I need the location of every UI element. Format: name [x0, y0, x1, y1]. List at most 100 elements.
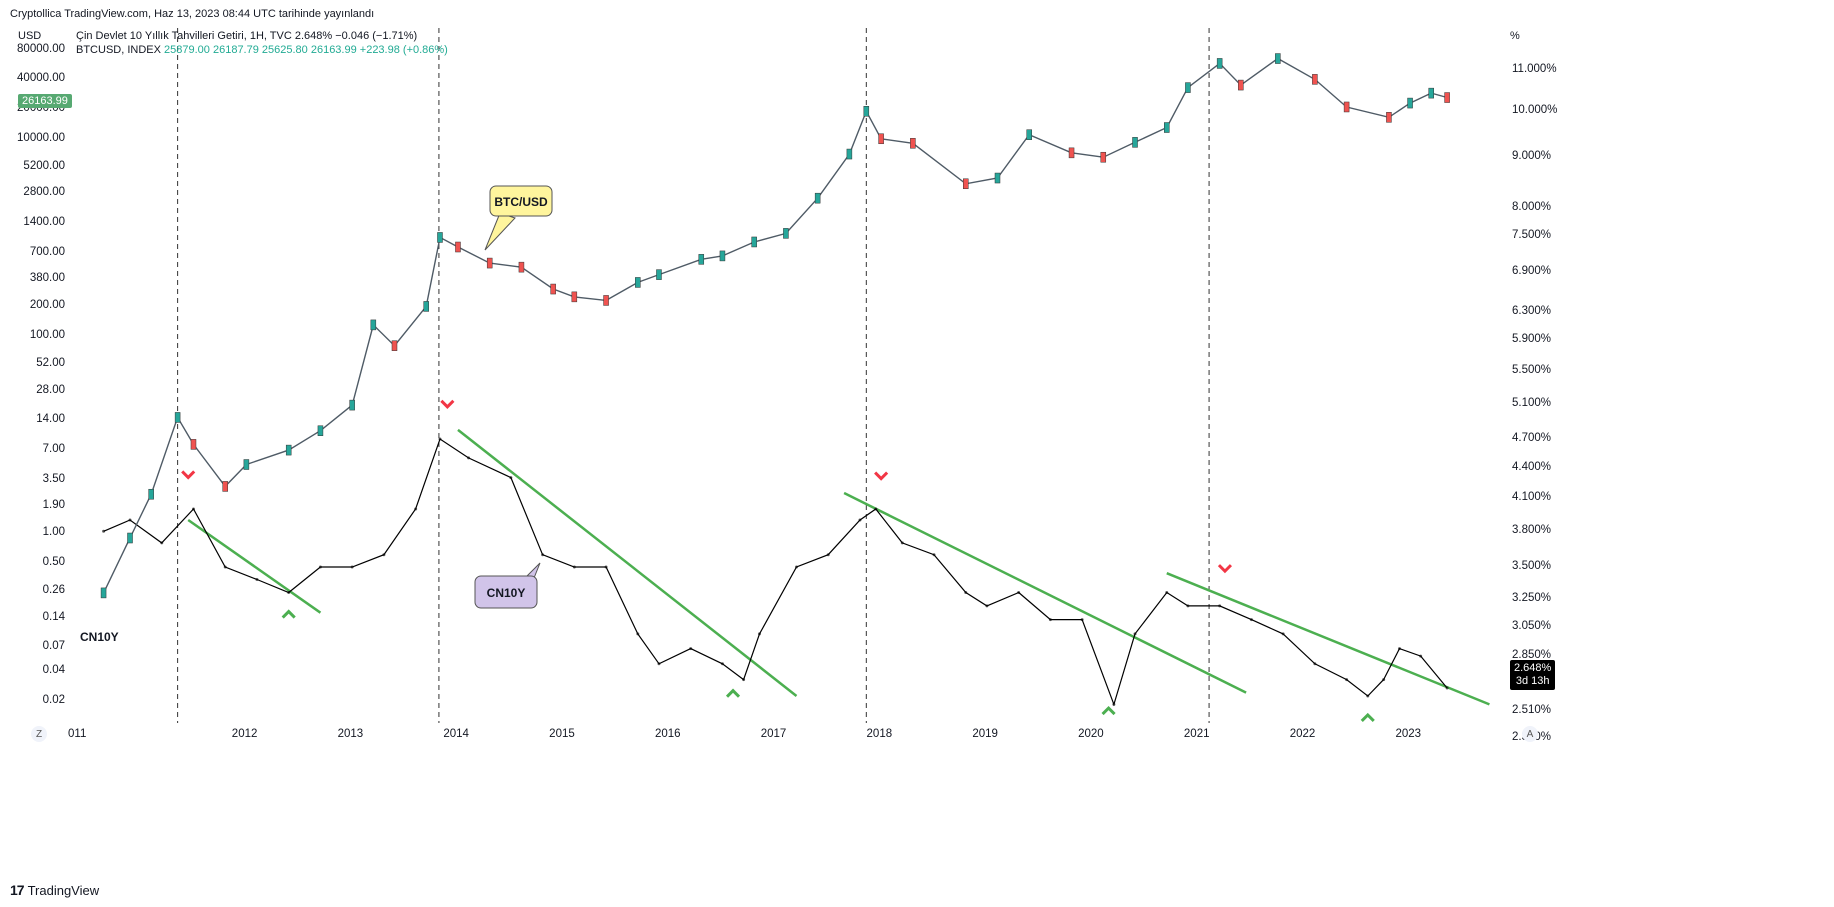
- btcusd-candle-14: [455, 241, 461, 253]
- btcusd-candle-15: [486, 257, 493, 269]
- cycle-top-chevron-0: [181, 470, 196, 480]
- chart-canvas[interactable]: BTC/USD CN10Y: [10, 28, 1826, 866]
- cn10y-callout-box[interactable]: [474, 575, 538, 609]
- last-price-tag: 26163.99: [18, 94, 72, 108]
- cn10y-point-10: [414, 507, 418, 511]
- btcusd-candle-45: [1407, 97, 1413, 109]
- right-axis-tick: 11.000%: [1512, 63, 1557, 75]
- btcusd-candle-11: [391, 340, 398, 351]
- cn10y-point-18: [657, 662, 661, 666]
- cn10y-point-6: [287, 591, 291, 595]
- btcusd-candle-43: [1343, 101, 1350, 113]
- btcusd-candle-17: [550, 283, 556, 295]
- left-axis-tick: 1.90: [42, 498, 65, 511]
- btcusd-candle-3: [174, 412, 181, 423]
- right-axis-tick: 5.900%: [1512, 333, 1552, 346]
- btcusd-candle-39: [1216, 58, 1223, 69]
- auto-scale-right-button[interactable]: A: [1522, 726, 1538, 742]
- right-axis-tick: 5.500%: [1512, 363, 1552, 376]
- cn10y-point-3: [191, 507, 195, 511]
- left-axis-tick: 7.00: [42, 443, 65, 456]
- legend-cn10y-name: Çin Devlet 10 Yıllık Tahvilleri Getiri, …: [76, 30, 292, 42]
- right-axis-tick: 3.800%: [1512, 524, 1552, 537]
- legend-cn10y-values: 2.648% −0.046 (−1.71%): [294, 30, 418, 42]
- right-axis-tick: 4.400%: [1512, 460, 1552, 473]
- cn10y-point-47: [1445, 686, 1449, 690]
- btcusd-candle-13: [437, 232, 443, 243]
- right-axis-tick: 6.900%: [1512, 265, 1552, 278]
- btcusd-candle-30: [910, 138, 916, 149]
- btcusd-candle-28: [863, 106, 870, 117]
- left-axis-tick: 0.14: [42, 610, 65, 623]
- btcusd-candle-4: [190, 439, 197, 450]
- cn10y-point-33: [1080, 618, 1084, 622]
- legend-btcusd[interactable]: BTCUSD, INDEX 25879.00 26187.79 25625.80…: [76, 44, 448, 56]
- left-axis-tick: 3.50: [42, 472, 65, 485]
- left-axis-unit: USD: [18, 30, 42, 42]
- trendline-1[interactable]: [457, 428, 798, 697]
- right-axis-tick: 3.250%: [1512, 592, 1552, 605]
- btcusd-candle-38: [1185, 82, 1191, 93]
- last-yield-value: 2.648%: [1514, 662, 1552, 674]
- legend-cn10y[interactable]: Çin Devlet 10 Yıllık Tahvilleri Getiri, …: [76, 30, 417, 42]
- cycle-top-chevron-2: [874, 471, 889, 481]
- auto-scale-left-button[interactable]: Z: [31, 726, 47, 742]
- time-axis-tick: 2015: [549, 728, 575, 740]
- trendline-0[interactable]: [187, 518, 322, 614]
- btcusd-candle-46: [1428, 87, 1434, 99]
- cn10y-point-16: [604, 565, 608, 569]
- cn10y-point-7: [318, 565, 322, 569]
- trendline-3[interactable]: [1166, 572, 1490, 706]
- right-axis-tick: 4.700%: [1512, 432, 1552, 445]
- cn10y-point-19: [689, 647, 693, 651]
- left-axis-tick: 5200.00: [23, 159, 65, 172]
- left-axis-tick: 2800.00: [23, 186, 65, 199]
- left-axis-tick: 0.26: [42, 584, 65, 597]
- left-axis-tick: 380.00: [29, 271, 65, 284]
- cn10y-point-0: [102, 529, 106, 533]
- left-axis-tick: 14.00: [36, 413, 65, 426]
- cn10y-point-38: [1218, 604, 1222, 608]
- btcusd-candle-20: [635, 277, 641, 288]
- cn10y-point-28: [932, 553, 936, 557]
- cn10y-point-34: [1112, 702, 1116, 706]
- footer-brand[interactable]: 17 TradingView: [10, 882, 99, 898]
- chart-panel[interactable]: BTC/USD CN10Y USD % Çin Devlet 10 Yıllık …: [10, 28, 1826, 866]
- left-axis-tick: 0.02: [42, 694, 65, 707]
- cn10y-yield-line[interactable]: [103, 438, 1448, 707]
- left-axis-tick: 100.00: [29, 329, 65, 342]
- cn10y-point-22: [757, 632, 761, 636]
- btcusd-price-line[interactable]: [102, 57, 1448, 594]
- cn10y-point-20: [720, 662, 724, 666]
- btcusd-candle-6: [243, 459, 250, 470]
- cn10y-point-29: [964, 591, 968, 595]
- time-axis-tick: 2012: [231, 728, 258, 740]
- cn10y-point-25: [858, 518, 862, 522]
- time-axis-tick: 2022: [1289, 728, 1316, 740]
- btcusd-candle-31: [963, 178, 969, 190]
- cn10y-point-26: [874, 507, 878, 511]
- btcusd-candle-22: [698, 254, 705, 265]
- btcusd-candle-16: [518, 261, 525, 273]
- btcusd-candle-9: [349, 399, 355, 411]
- time-axis-tick: 2017: [760, 728, 787, 740]
- cn10y-point-1: [128, 518, 132, 522]
- time-axis-tick: 2014: [443, 728, 469, 740]
- btcusd-candle-24: [751, 236, 757, 248]
- cycle-bottom-chevron-0: [281, 609, 296, 619]
- time-axis-tick: 011: [68, 728, 87, 740]
- btc-callout-box[interactable]: [489, 185, 553, 217]
- btcusd-candle-37: [1164, 122, 1170, 133]
- cn10y-point-44: [1382, 678, 1386, 682]
- trendline-2[interactable]: [843, 491, 1247, 694]
- cn10y-point-21: [742, 678, 746, 682]
- cn10y-point-36: [1165, 591, 1169, 595]
- left-axis-tick: 52.00: [36, 357, 65, 370]
- cycle-bottom-chevron-1: [725, 688, 741, 698]
- btcusd-candle-21: [656, 269, 662, 280]
- btcusd-candle-12: [423, 301, 429, 312]
- btcusd-candle-26: [814, 192, 821, 204]
- tradingview-brand-text: TradingView: [27, 882, 100, 898]
- btcusd-candle-35: [1100, 151, 1107, 163]
- btcusd-candle-34: [1068, 147, 1075, 159]
